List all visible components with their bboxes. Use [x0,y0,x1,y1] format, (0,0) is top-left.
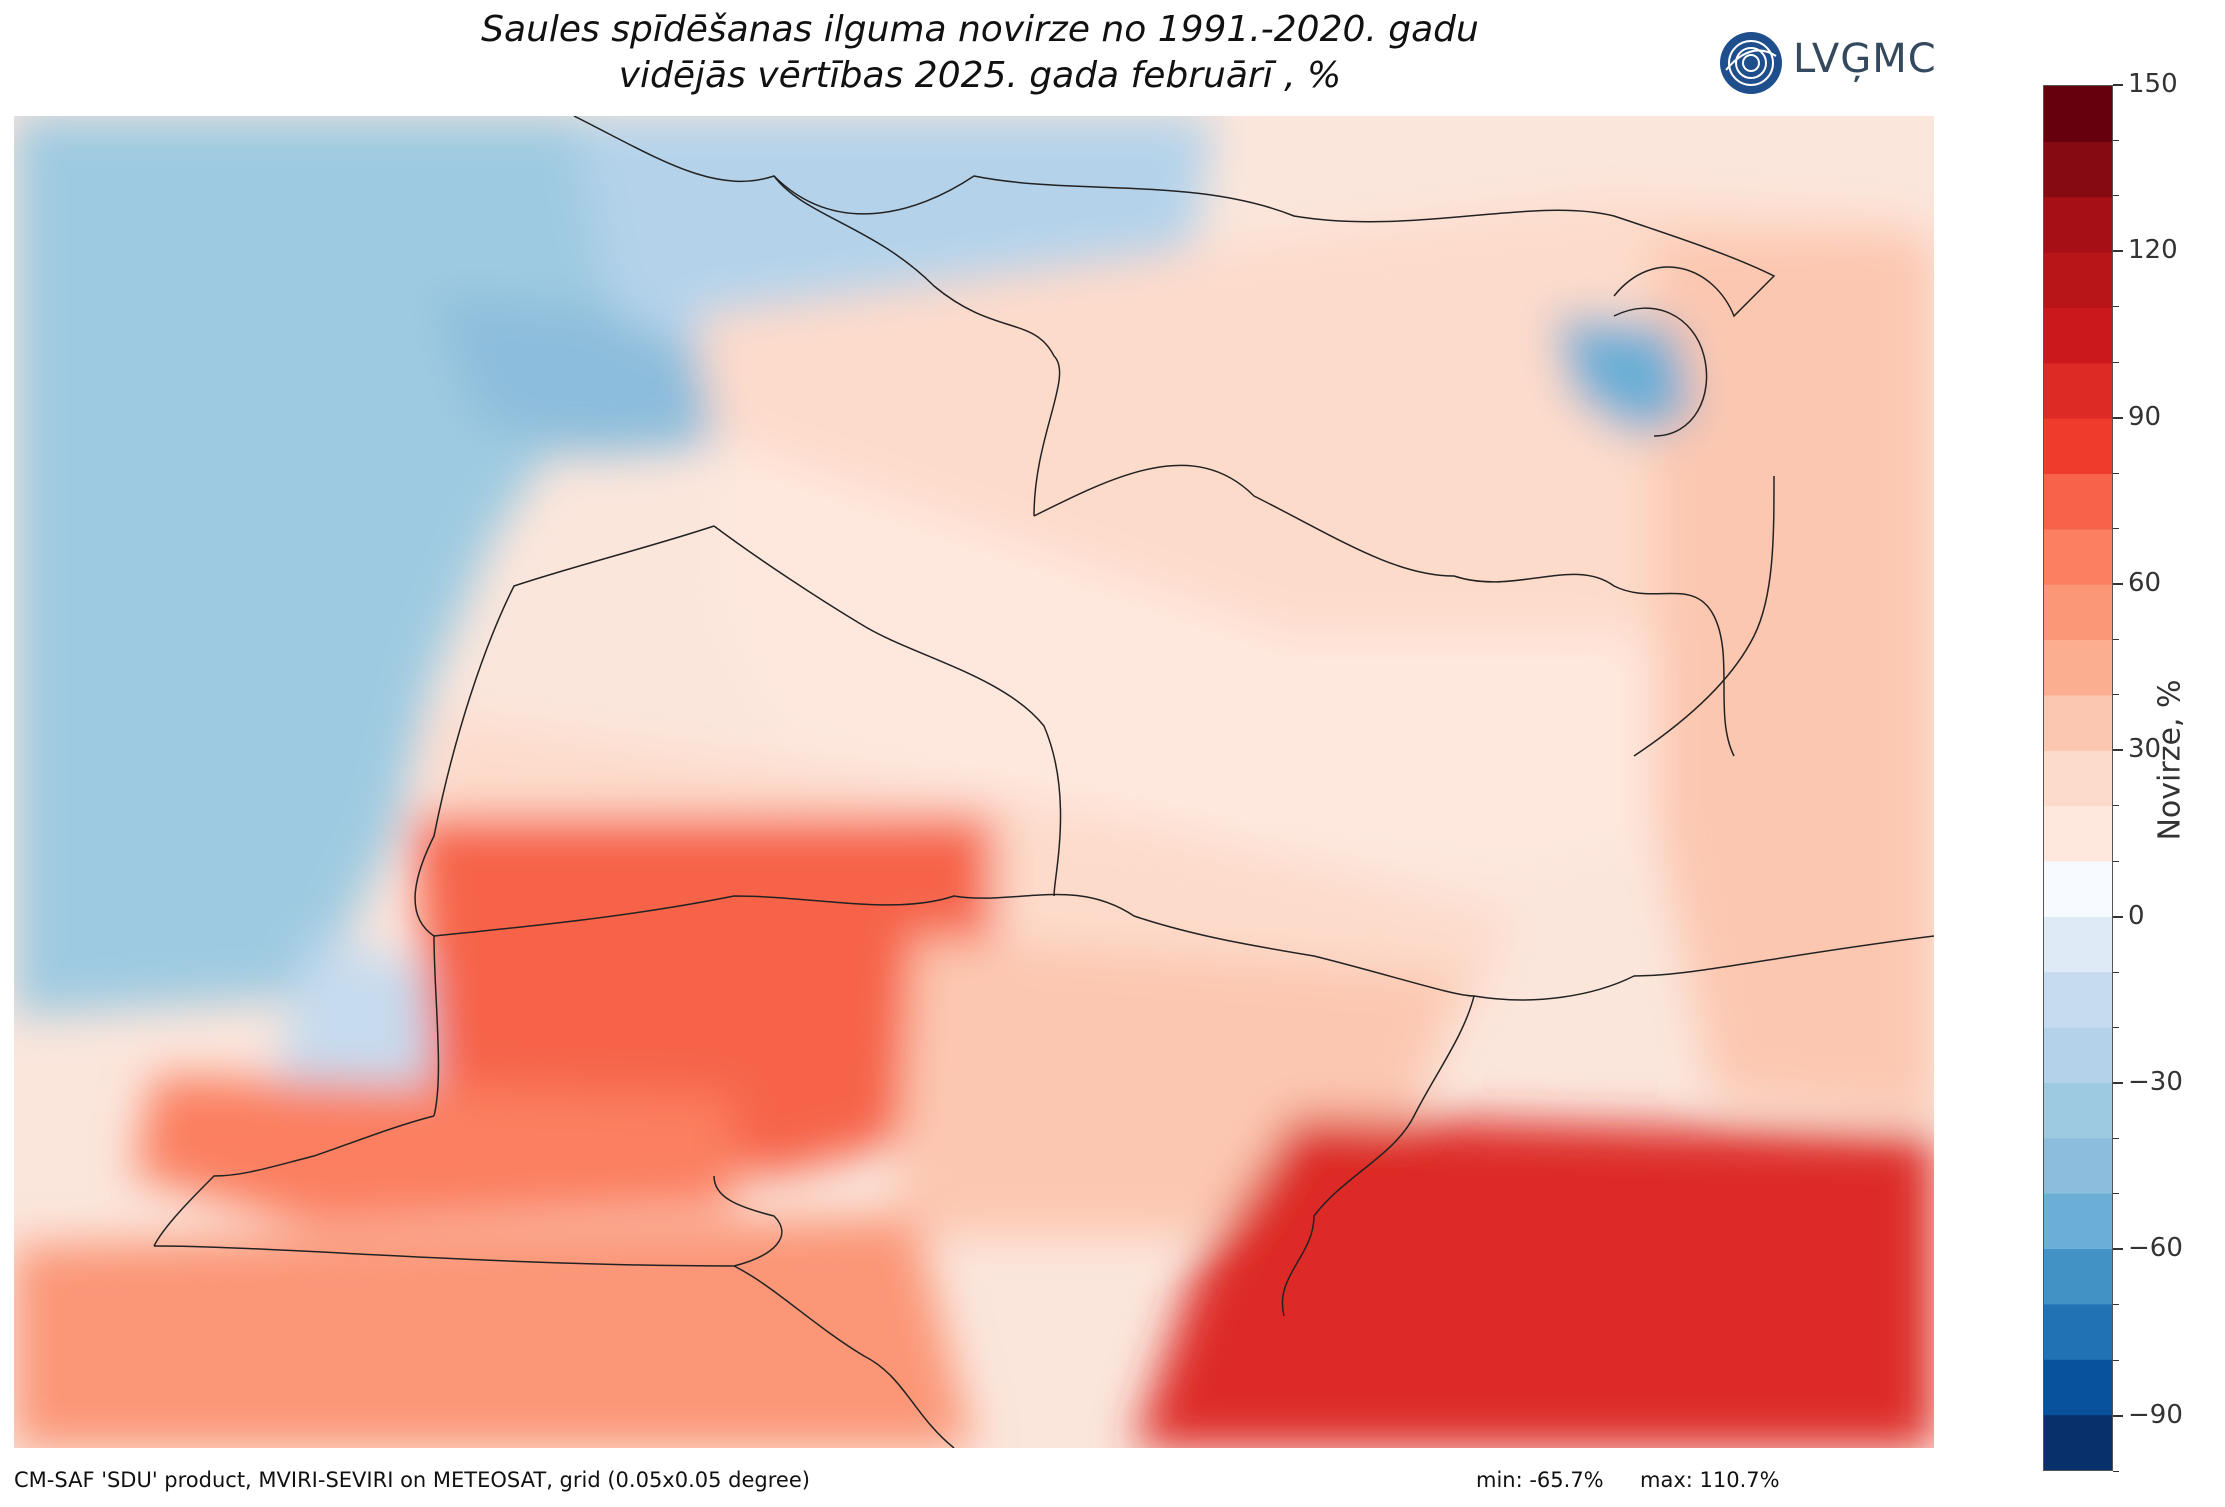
colorbar [2043,85,2113,1471]
colorbar-tick-label: 60 [2128,567,2162,598]
gulf-of-finland [574,116,1214,356]
colorbar-tick-label: 0 [2128,900,2145,931]
colorbar-major-tick [2113,1081,2123,1084]
colorbar-bin [2044,1082,2112,1139]
latvia-north [714,436,1764,876]
colorbar-tick-label: 30 [2128,734,2162,765]
colorbar-minor-tick [2113,472,2119,474]
coastline-gulf-riga [713,525,1062,897]
colorbar-bin [2044,750,2112,807]
colorbar-tick-label: 90 [2128,401,2162,432]
colorbar-tick-label: −90 [2128,1399,2183,1430]
colorbar-minor-tick [2113,1026,2119,1028]
colorbar-bin [2044,1414,2112,1471]
colorbar-minor-tick [2113,361,2119,363]
coastline-gulf-finland [573,116,1776,318]
min-value: min: -65.7% [1476,1468,1604,1492]
colorbar-bin [2044,916,2112,973]
colorbar-bin [2044,861,2112,917]
lithuania-west [414,816,994,1176]
colorbar-tick-label: 150 [2128,69,2178,99]
max-value: max: 110.7% [1640,1468,1780,1492]
boundaries [153,116,1934,1448]
colorbar-major-tick [2113,749,2123,752]
latvia-russia-border [1633,475,1775,757]
logo-text: LVĢMC [1793,36,1937,82]
data-source-note: CM-SAF 'SDU' product, MVIRI-SEVIRI on ME… [14,1468,810,1492]
globe-logo-icon [1720,32,1782,94]
lithuania-belarus-border [1281,995,1475,1317]
colorbar-major-tick [2113,1248,2123,1251]
colorbar-bin [2044,805,2112,862]
colorbar-bin [2044,86,2112,142]
colorbar-minor-tick [2113,1470,2119,1472]
colorbar-tick-label: 120 [2128,235,2178,266]
colorbar-minor-tick [2113,139,2119,141]
belarus-south [1134,1116,1934,1448]
colorbar-minor-tick [2113,306,2119,308]
colorbar-minor-tick [2113,1137,2119,1139]
map-title-line-1: Saules spīdēšanas ilguma novirze no 1991… [481,9,1479,50]
gulf-of-riga [434,296,734,456]
colorbar-minor-tick [2113,638,2119,640]
map-canvas [14,116,1934,1448]
colorbar-bin [2044,1027,2112,1083]
latvia-lithuania-border [433,893,1934,1001]
colorbar-bin [2044,1303,2112,1360]
coastline-latvia-west [414,525,715,1117]
colorbar-major-tick [2113,915,2123,918]
colorbar-minor-tick [2113,971,2119,973]
colorbar-scale [2044,86,2112,1471]
poland-north [14,1216,974,1448]
colorbar-minor-tick [2113,805,2119,807]
lithuania-poland-border [733,1265,955,1448]
colorbar-minor-tick [2113,195,2119,197]
colorbar-bin [2044,1359,2112,1416]
kaliningrad-border [153,1175,783,1267]
colorbar-bin [2044,528,2112,585]
colorbar-major-tick [2113,416,2123,419]
colorbar-minor-tick [2113,1304,2119,1306]
colorbar-bin [2044,307,2112,364]
coastline-curonian [153,1115,435,1247]
colorbar-bin [2044,252,2112,308]
coastline-estonia-west [773,175,1061,517]
baltic-open-sea [14,176,474,716]
colorbar-bin [2044,196,2112,253]
colorbar-bin [2044,584,2112,641]
colorbar-minor-tick [2113,528,2119,530]
lake-peipus [1554,316,1694,436]
colorbar-bin [2044,639,2112,696]
colorbar-bin [2044,1248,2112,1305]
kaliningrad [134,1076,734,1226]
colorbar-tick-label: −30 [2128,1066,2183,1097]
colorbar-bin [2044,1193,2112,1250]
colorbar-tick-label: −60 [2128,1233,2183,1264]
colorbar-bin [2044,362,2112,419]
map-title-line-2: vidējās vērtības 2025. gada februārī , % [618,55,1342,96]
lvgmc-logo: LVĢMC [1718,30,1938,100]
colorbar-major-tick [2113,250,2123,253]
colorbar-bin [2044,694,2112,751]
colorbar-bin [2044,141,2112,198]
colorbar-bin [2044,473,2112,530]
colorbar-bin [2044,1137,2112,1194]
colorbar-minor-tick [2113,694,2119,696]
colorbar-minor-tick [2113,1359,2119,1361]
colorbar-major-tick [2113,582,2123,585]
colorbar-major-tick [2113,1414,2123,1417]
lake-peipus-shore [1613,307,1708,437]
russia-west [1654,236,1934,1116]
colorbar-axis-title: Novirze, % [2152,679,2188,841]
colorbar-minor-tick [2113,1193,2119,1195]
colorbar-major-tick [2113,84,2123,86]
colorbar-minor-tick [2113,860,2119,862]
estonia-latvia-border [1033,464,1735,757]
colorbar-bin [2044,971,2112,1028]
anomaly-map [14,116,1934,1448]
colorbar-bin [2044,418,2112,475]
